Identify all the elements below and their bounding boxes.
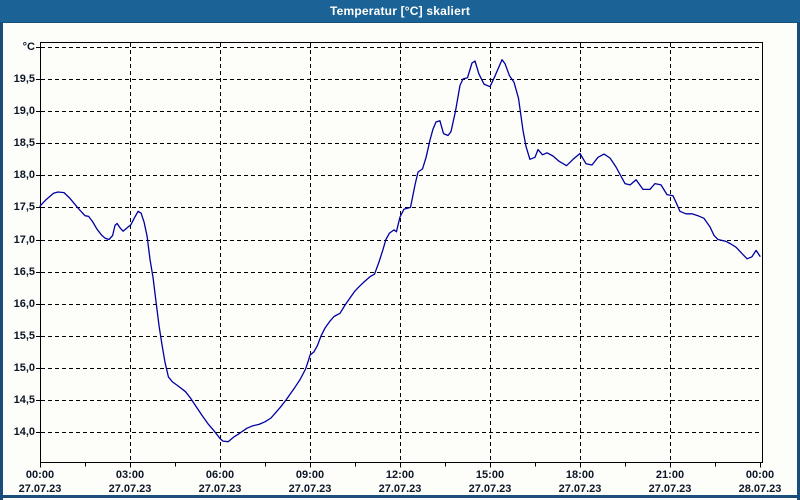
window-frame-left (0, 22, 3, 500)
plot-border (40, 42, 763, 463)
y-tick-label: 19,0 (13, 105, 35, 118)
window-frame-right (797, 22, 800, 500)
axis-ticks (36, 47, 761, 468)
grid-lines (41, 43, 762, 462)
y-tick-label: 15,0 (13, 361, 35, 374)
window-frame-bottom (0, 495, 800, 498)
x-date-label: 27.07.23 (558, 483, 602, 495)
y-tick-label: 19,5 (13, 73, 35, 85)
x-time-label: 06:00 (205, 469, 235, 481)
x-time-label: 00:00 (25, 469, 55, 481)
x-date-label: 27.07.23 (648, 483, 692, 495)
x-time-label: 03:00 (115, 469, 145, 481)
y-tick-label: 18,0 (13, 169, 35, 182)
y-tick-label: 16,0 (13, 297, 35, 310)
x-date-label: 27.07.23 (18, 483, 62, 495)
x-date-label: 27.07.23 (468, 483, 512, 495)
x-time-label: 18:00 (565, 469, 595, 481)
x-date-label: 27.07.23 (378, 483, 422, 495)
x-time-label: 12:00 (385, 469, 415, 481)
y-tick-label: 17,0 (13, 233, 35, 246)
x-time-label: 09:00 (295, 469, 325, 481)
y-tick-label: 14,0 (13, 426, 35, 439)
x-date-label: 28.07.23 (738, 483, 782, 495)
x-date-label: 27.07.23 (108, 483, 152, 495)
y-axis-unit-label: °C (22, 40, 35, 53)
x-time-label: 00:00 (745, 469, 775, 481)
temperature-series-line (39, 59, 761, 443)
x-time-label: 15:00 (475, 469, 505, 481)
y-tick-label: 18,5 (13, 137, 35, 150)
x-date-label: 27.07.23 (288, 483, 332, 495)
x-date-label: 27.07.23 (198, 483, 242, 495)
y-tick-label: 14,5 (13, 394, 35, 406)
window-titlebar[interactable]: Temperatur [°C] skaliert (0, 0, 800, 23)
window-title: Temperatur [°C] skaliert (329, 4, 471, 18)
y-tick-label: 17,5 (13, 201, 35, 214)
x-time-label: 21:00 (655, 469, 685, 481)
y-tick-label: 16,5 (13, 265, 35, 278)
y-tick-label: 15,5 (13, 329, 35, 342)
